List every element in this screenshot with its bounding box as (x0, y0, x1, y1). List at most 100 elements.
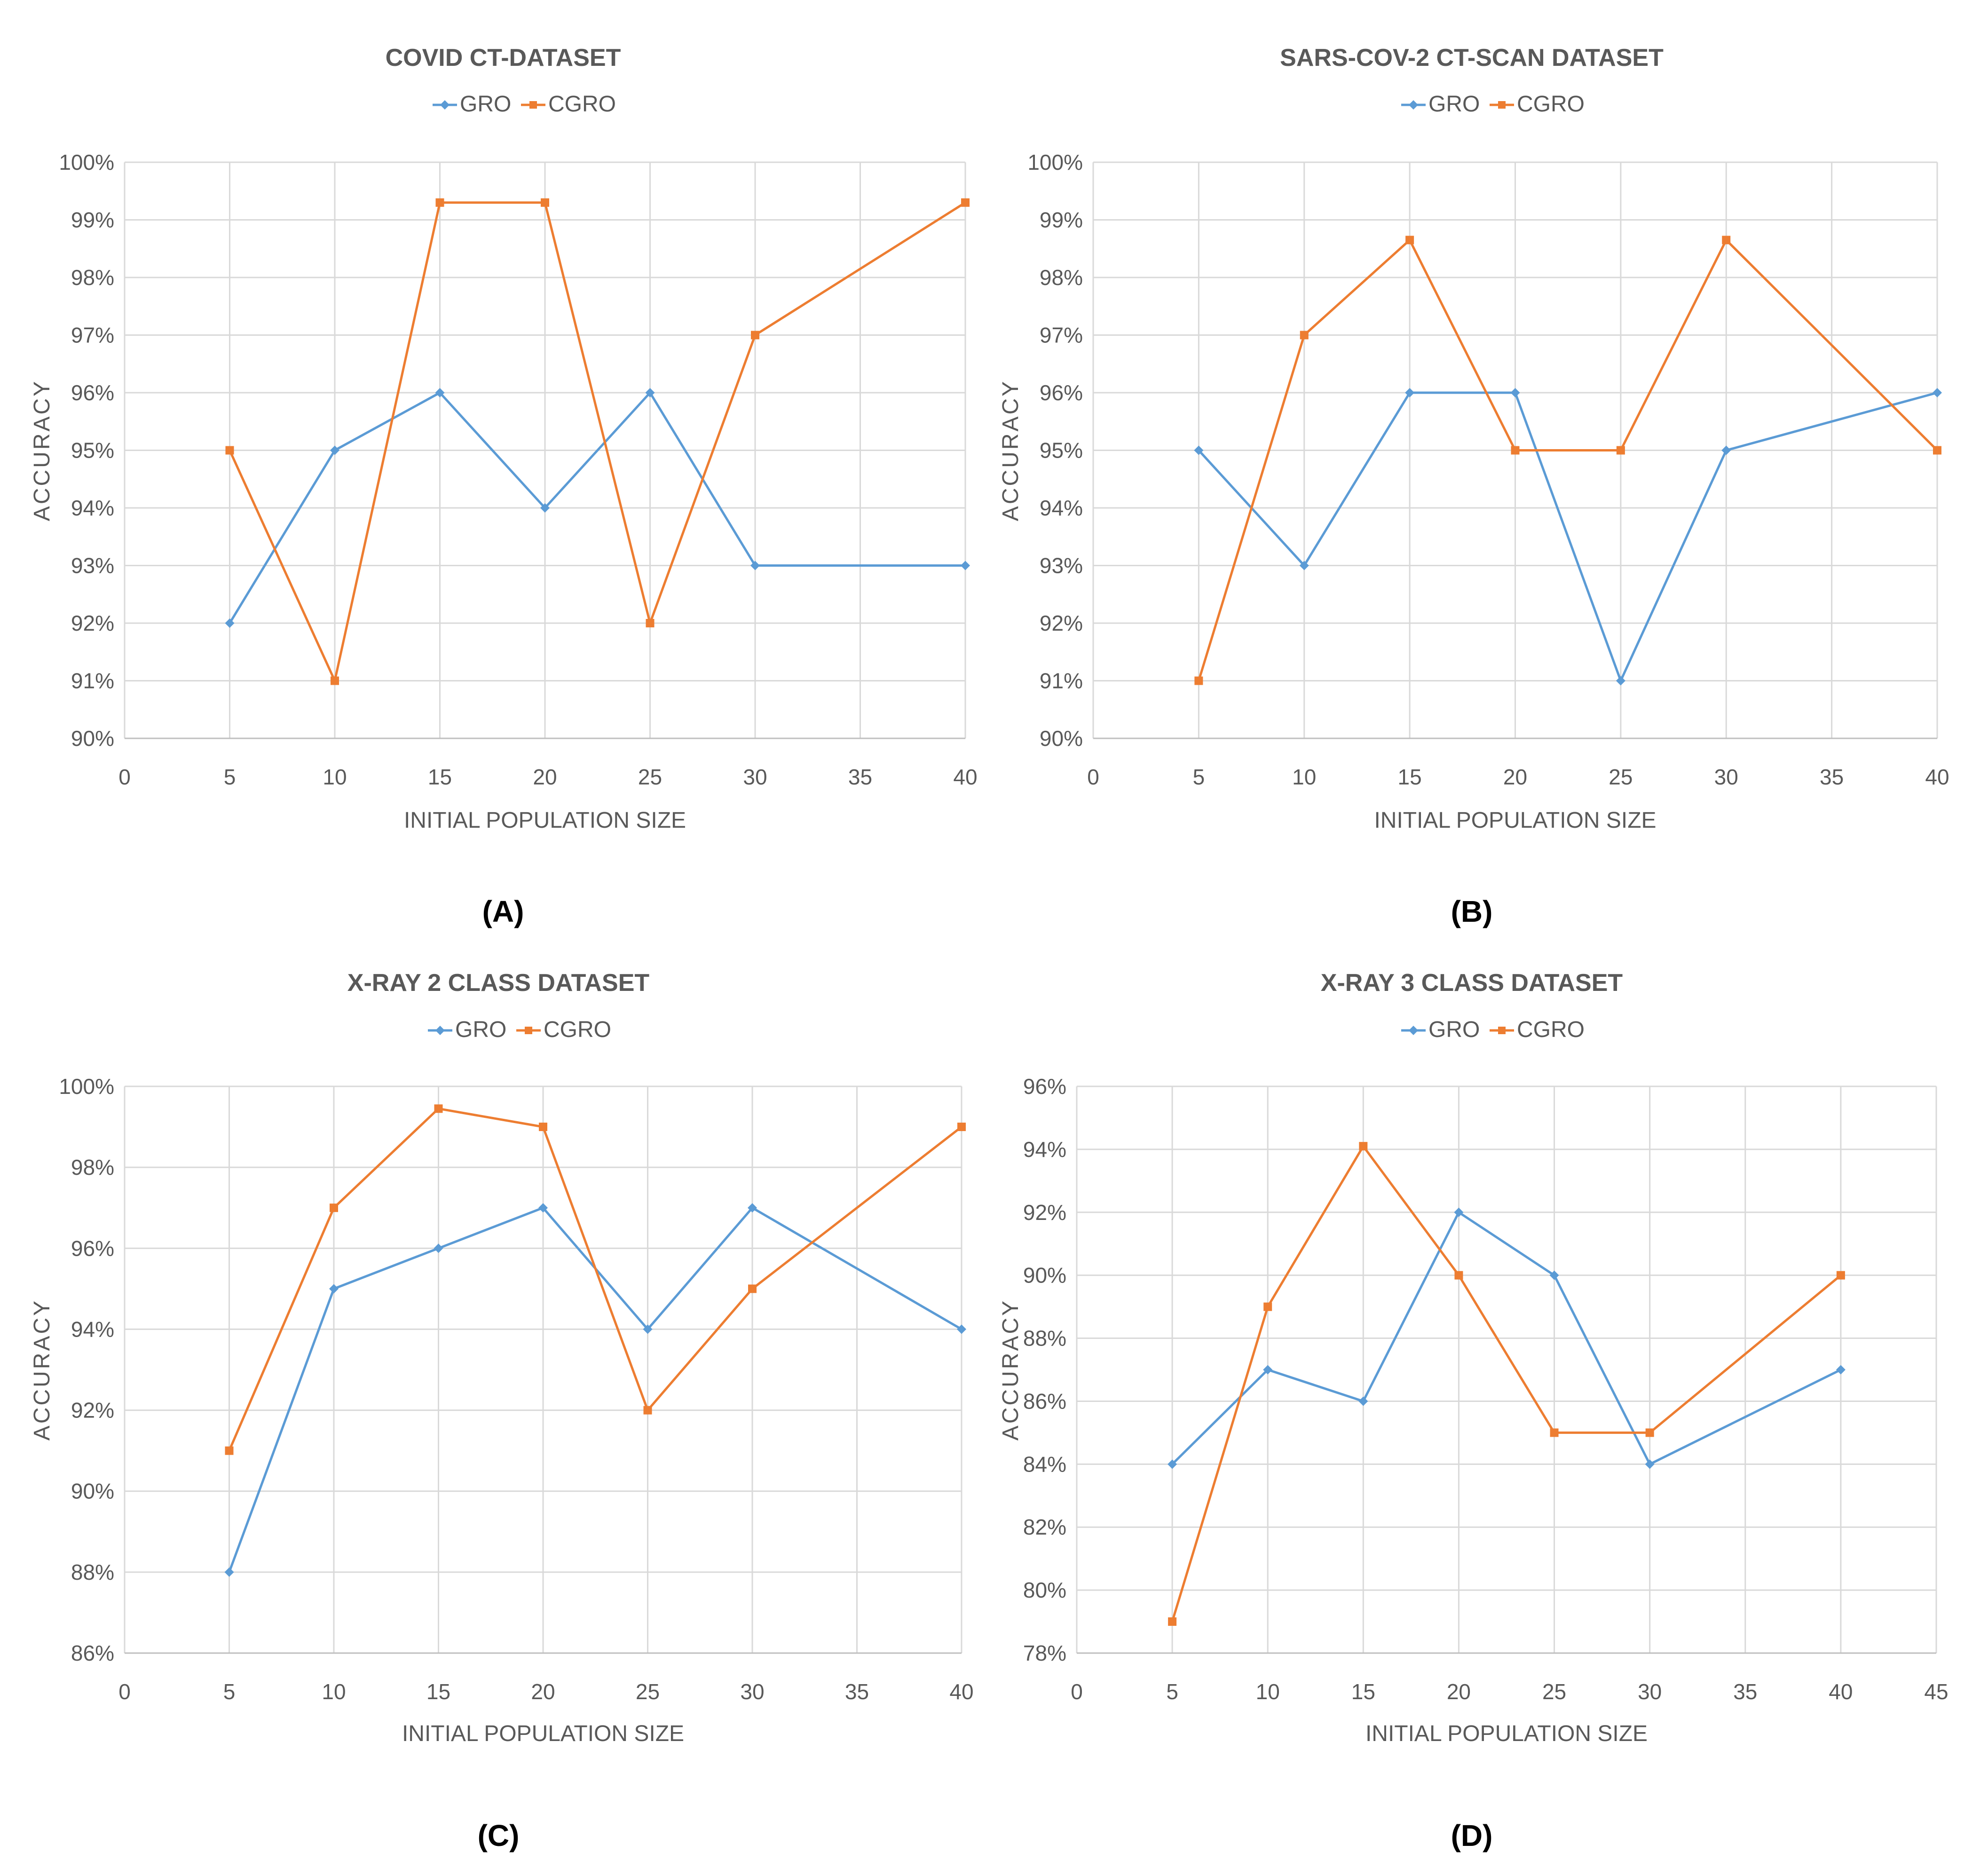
chart-panel: 90% 91% 92% 93% 94% 95% 96% 97% 98% 99% 100% 0 5 10 15… (30, 44, 978, 928)
legend-label-gro: GRO (460, 92, 511, 117)
chart-panel: 86% 88% 90% 92% 94% 96% 98% 100% 0 5 10 15 20 25 30 35 4… (30, 969, 974, 1852)
y-tick-label: 95% (71, 438, 114, 463)
data-point-gro (1194, 445, 1204, 455)
y-tick-label: 97% (71, 323, 114, 348)
legend-label-cgro: CGRO (548, 92, 616, 117)
chart-panel: 78% 80% 82% 84% 86% 88% 90% 92% 94% 96% 0 5 10 15 20 25… (998, 969, 1949, 1852)
data-point-cgro (643, 1406, 652, 1415)
x-tick-label: 40 (1829, 1679, 1853, 1704)
data-point-cgro (225, 1446, 234, 1455)
legend: GRO CGRO (1401, 92, 1585, 117)
y-tick-label: 78% (1023, 1641, 1066, 1665)
x-tick-label: 35 (848, 765, 872, 789)
x-tick-label: 20 (533, 765, 557, 789)
data-point-cgro (1933, 446, 1941, 455)
y-tick-label: 92% (71, 1398, 114, 1423)
y-tick-label: 99% (1040, 208, 1083, 232)
legend-marker-gro (1409, 1026, 1418, 1035)
x-tick-label: 5 (224, 765, 236, 789)
legend-marker-cgro (1498, 1027, 1506, 1034)
data-point-cgro (331, 676, 339, 685)
x-tick-label: 15 (1351, 1679, 1375, 1704)
panel-label: (A) (482, 894, 524, 928)
data-point-gro (1454, 1207, 1464, 1217)
legend-marker-gro (440, 100, 450, 110)
y-tick-label: 88% (71, 1560, 114, 1584)
y-tick-label: 93% (1040, 554, 1083, 578)
data-point-cgro (1300, 331, 1309, 340)
x-tick-label: 40 (949, 1679, 973, 1704)
y-tick-label: 92% (1040, 611, 1083, 635)
data-point-cgro (330, 1203, 338, 1212)
data-point-cgro (1550, 1428, 1559, 1437)
y-tick-label: 93% (71, 554, 114, 578)
y-tick-label: 91% (71, 669, 114, 693)
legend-label-cgro: CGRO (1517, 1017, 1585, 1042)
y-axis-label: ACCURACY (998, 1299, 1023, 1441)
data-point-gro (1168, 1459, 1177, 1469)
chart-title: COVID CT-DATASET (386, 44, 621, 71)
y-tick-label: 97% (1040, 323, 1083, 348)
x-tick-label: 20 (531, 1679, 555, 1704)
x-axis-label: INITIAL POPULATION SIZE (404, 808, 686, 833)
y-tick-label: 90% (71, 1479, 114, 1504)
data-point-cgro (1616, 446, 1625, 455)
y-tick-label: 100% (59, 150, 114, 174)
y-axis-label: ACCURACY (30, 380, 55, 521)
data-point-gro (1721, 445, 1731, 455)
x-tick-label: 45 (1924, 1679, 1948, 1704)
x-tick-label: 40 (953, 765, 977, 789)
data-point-gro (1933, 388, 1942, 397)
data-point-gro (1645, 1459, 1655, 1469)
x-tick-label: 10 (322, 1679, 346, 1704)
legend: GRO CGRO (1401, 1017, 1585, 1042)
data-point-gro (750, 561, 760, 570)
panel-label: (B) (1451, 894, 1493, 928)
data-point-gro (957, 1324, 966, 1334)
y-tick-label: 84% (1023, 1452, 1066, 1476)
x-tick-label: 0 (118, 765, 131, 789)
x-tick-label: 10 (323, 765, 347, 789)
y-tick-label: 95% (1040, 438, 1083, 463)
chart-panel: 90% 91% 92% 93% 94% 95% 96% 97% 98% 99% 100% 0 5 10 15… (998, 44, 1949, 928)
data-point-cgro (646, 619, 655, 627)
data-point-gro (434, 1243, 443, 1253)
x-tick-label: 15 (428, 765, 452, 789)
x-tick-label: 20 (1447, 1679, 1471, 1704)
y-tick-label: 86% (71, 1641, 114, 1665)
x-tick-label: 35 (1733, 1679, 1757, 1704)
data-point-gro (329, 1284, 339, 1294)
data-point-gro (225, 618, 235, 628)
x-tick-label: 25 (1542, 1679, 1566, 1704)
data-point-gro (1405, 388, 1415, 397)
y-axis-label: ACCURACY (998, 380, 1023, 521)
legend: GRO CGRO (428, 1017, 611, 1042)
y-tick-label: 94% (71, 496, 114, 520)
x-tick-label: 25 (638, 765, 662, 789)
data-point-gro (1549, 1270, 1559, 1280)
data-point-gro (961, 561, 970, 570)
data-point-gro (435, 388, 445, 397)
x-tick-label: 30 (1638, 1679, 1662, 1704)
x-tick-label: 30 (1714, 765, 1738, 789)
x-axis-label: INITIAL POPULATION SIZE (402, 1721, 684, 1746)
y-tick-label: 98% (71, 265, 114, 290)
data-point-gro (330, 445, 339, 455)
y-tick-label: 98% (1040, 265, 1083, 290)
y-axis-label: ACCURACY (30, 1299, 55, 1441)
data-point-gro (540, 503, 550, 513)
x-tick-label: 0 (1071, 1679, 1083, 1704)
y-tick-label: 94% (1023, 1137, 1066, 1162)
y-tick-label: 100% (1027, 150, 1083, 174)
y-tick-label: 96% (71, 1236, 114, 1260)
chart-title: X-RAY 3 CLASS DATASET (1321, 969, 1623, 997)
data-point-cgro (1722, 236, 1731, 245)
y-tick-label: 94% (1040, 496, 1083, 520)
data-point-cgro (539, 1123, 547, 1132)
data-point-gro (1299, 561, 1309, 570)
data-point-cgro (748, 1284, 757, 1293)
y-tick-label: 98% (71, 1155, 114, 1179)
data-point-gro (1616, 676, 1625, 686)
